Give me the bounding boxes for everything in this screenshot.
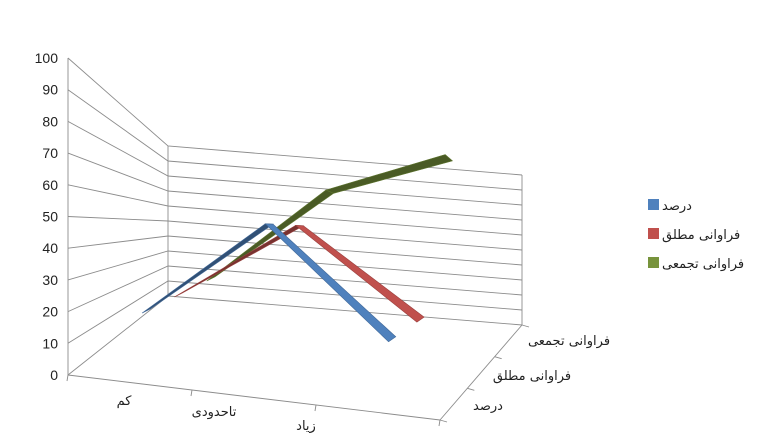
y-tick-label: 90 (42, 82, 58, 98)
series-segment (264, 223, 397, 343)
series-tick (439, 419, 448, 423)
y-tick-label: 0 (50, 367, 58, 383)
series-tick (521, 324, 530, 328)
y-tick-label: 30 (42, 272, 58, 288)
legend: درصد فراوانی مطلق فراوانی تجمعی (648, 199, 744, 272)
series-axis-label: فراوانی مطلق (493, 369, 571, 384)
y-tick-label: 70 (42, 145, 58, 161)
gridline (67, 57, 523, 176)
legend-swatch (648, 228, 659, 239)
category-tick (314, 404, 317, 412)
gridline (67, 89, 523, 191)
series-segment (294, 225, 425, 323)
category-label: کم (117, 394, 133, 409)
y-tick-label: 60 (42, 177, 58, 193)
axes (66, 58, 530, 427)
y-tick-label: 10 (42, 335, 58, 351)
gridline (67, 250, 523, 281)
series-axis-line (439, 324, 523, 421)
gridline (67, 121, 523, 206)
category-tick (438, 419, 441, 427)
legend-label: فراوانی تجمعی (662, 257, 744, 272)
category-tick (190, 389, 193, 397)
gridline (67, 280, 523, 344)
legend-swatch (648, 257, 659, 268)
series-ribbons (141, 154, 454, 343)
gridline (67, 295, 523, 376)
legend-swatch (648, 199, 659, 210)
tick-labels: 0 10 20 30 40 50 60 70 80 90 100 کم تاحدودی زیاد درصد ف… (35, 50, 610, 433)
series-axis-label: درصد (473, 399, 503, 414)
legend-label: درصد (662, 199, 692, 214)
category-label: تاحدودی (192, 405, 237, 420)
series-axis-label: فراوانی تجمعی (528, 334, 610, 349)
y-tick-label: 50 (42, 209, 58, 225)
category-axis-line (67, 374, 441, 421)
y-tick-label: 20 (42, 304, 58, 320)
y-tick-label: 40 (42, 240, 58, 256)
category-label: زیاد (296, 419, 316, 433)
series-segment (325, 154, 454, 194)
y-tick-label: 80 (42, 113, 58, 129)
legend-label: فراوانی مطلق (662, 228, 740, 243)
series-tick (494, 356, 502, 360)
series-tick (467, 387, 475, 391)
category-tick (66, 374, 69, 382)
y-tick-label: 100 (35, 50, 59, 66)
